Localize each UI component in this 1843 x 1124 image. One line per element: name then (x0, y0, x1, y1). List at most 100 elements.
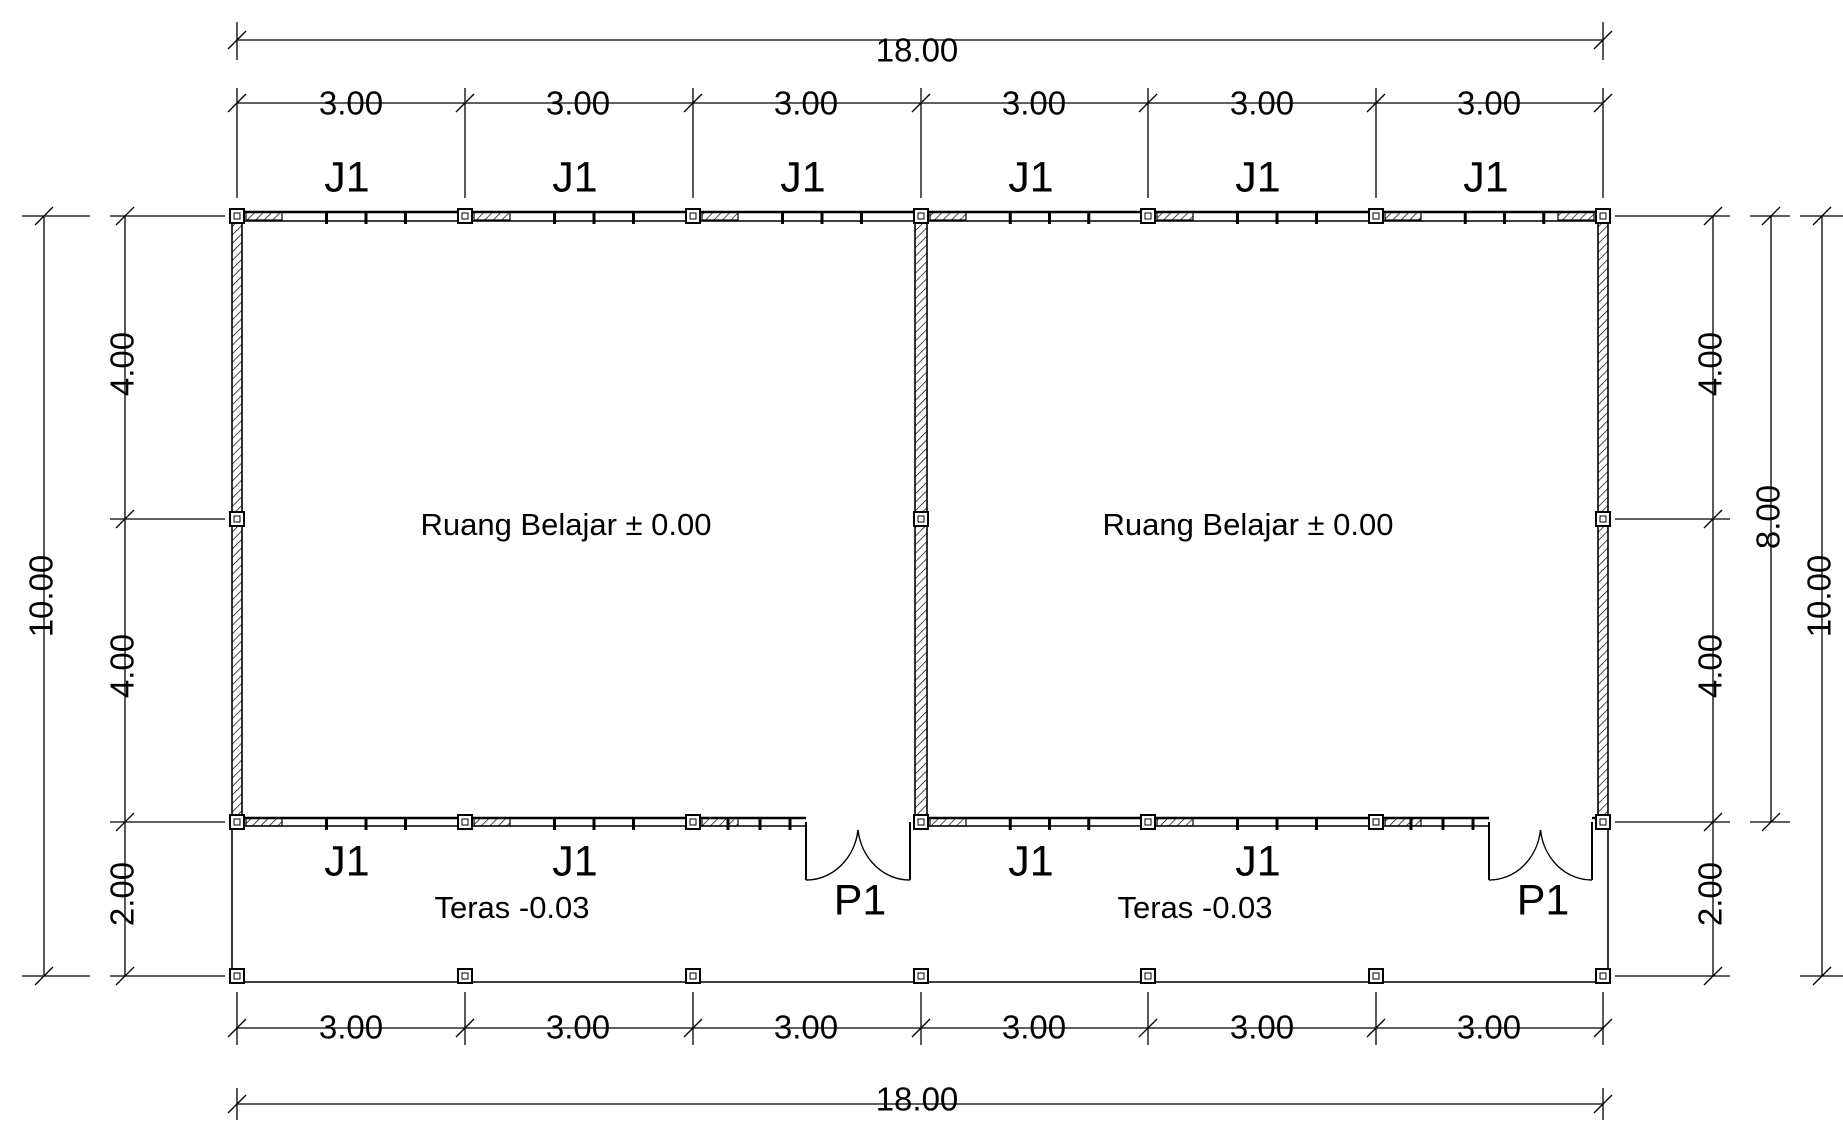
door-swing-arc (1539, 829, 1593, 881)
column-core (1372, 818, 1380, 826)
bottom-segment-dimension: 3.00 (1002, 1009, 1066, 1046)
left-dimension-labels: 10.00 4.00 4.00 2.00 (23, 332, 141, 926)
terrace-label: Teras -0.03 (1117, 890, 1272, 925)
hatched-wall-segment (1557, 211, 1595, 221)
column-core (461, 972, 469, 980)
right-mid-total-dimension: 8.00 (1750, 485, 1787, 549)
column-core (461, 212, 469, 220)
column-core (917, 212, 925, 220)
column-core (1144, 212, 1152, 220)
dimension-tick (1812, 206, 1832, 226)
dimension-tick (1593, 1094, 1613, 1114)
top-segment-dimension: 3.00 (319, 85, 383, 122)
right-segment-dimension: 4.00 (1692, 332, 1729, 396)
dimension-tick (227, 93, 247, 113)
hatched-wall-segment (701, 817, 739, 827)
column-core (1599, 972, 1607, 980)
column-core (233, 818, 241, 826)
window-label: J1 (324, 837, 369, 885)
door-label: P1 (1517, 876, 1570, 924)
bottom-segment-dimension: 3.00 (546, 1009, 610, 1046)
door-swing-arc (857, 829, 911, 881)
dimension-tick (34, 206, 54, 226)
dimension-tick (911, 93, 931, 113)
dimension-tick (1761, 206, 1781, 226)
terrace-labels: Teras -0.03 Teras -0.03 (434, 890, 1272, 925)
dimension-tick (227, 1094, 247, 1114)
dimension-tick (227, 1018, 247, 1038)
window-label: J1 (1235, 837, 1280, 885)
window-label: J1 (1235, 153, 1280, 201)
column-core (917, 972, 925, 980)
column-core (1599, 818, 1607, 826)
dimension-lines (22, 22, 1843, 1120)
column-core (461, 818, 469, 826)
column-core (689, 972, 697, 980)
left-segment-dimension: 4.00 (104, 634, 141, 698)
column-core (689, 212, 697, 220)
dimension-tick (1593, 30, 1613, 50)
dimension-tick (34, 966, 54, 986)
dimension-tick (1138, 93, 1158, 113)
top-segment-dimension: 3.00 (774, 85, 838, 122)
column-core (233, 515, 241, 523)
window-label: J1 (324, 153, 369, 201)
hatched-wall-segment (245, 211, 283, 221)
top-segment-dimension: 3.00 (1002, 85, 1066, 122)
right-segment-dimension: 2.00 (1692, 862, 1729, 926)
column-core (1144, 972, 1152, 980)
door-swing-arc (805, 829, 859, 881)
room-label: Ruang Belajar ± 0.00 (420, 507, 711, 542)
column-core (1372, 972, 1380, 980)
left-segment-dimension: 4.00 (104, 332, 141, 396)
column-core (917, 818, 925, 826)
column-core (1144, 818, 1152, 826)
window-label: J1 (780, 153, 825, 201)
dimension-tick (1366, 1018, 1386, 1038)
dimension-tick (115, 509, 135, 529)
bottom-dimension-labels: 3.00 3.00 3.00 3.00 3.00 3.00 18.00 (319, 1009, 1521, 1118)
hatched-wall-segment (701, 211, 739, 221)
dimension-tick (1703, 966, 1723, 986)
window-label: J1 (1008, 837, 1053, 885)
left-segment-dimension: 2.00 (104, 862, 141, 926)
dimension-tick (1703, 206, 1723, 226)
top-segment-dimension: 3.00 (546, 85, 610, 122)
hatched-wall-segment (473, 211, 511, 221)
dimension-tick (1593, 1018, 1613, 1038)
right-dimension-labels: 4.00 4.00 2.00 8.00 10.00 (1692, 332, 1838, 926)
window-label: J1 (552, 837, 597, 885)
top-dimension-labels: 18.00 3.00 3.00 3.00 3.00 3.00 3.00 (319, 32, 1521, 122)
hatched-wall-segment (245, 817, 283, 827)
dimension-tick (1593, 93, 1613, 113)
dimension-tick (1366, 93, 1386, 113)
room-labels: Ruang Belajar ± 0.00 Ruang Belajar ± 0.0… (420, 507, 1393, 542)
window-label: J1 (552, 153, 597, 201)
window-labels-top: J1 J1 J1 J1 J1 J1 (324, 153, 1508, 201)
dimension-tick (1138, 1018, 1158, 1038)
dimension-tick (1703, 812, 1723, 832)
hatched-wall-segment (1384, 211, 1422, 221)
columns (229, 208, 1611, 984)
hatched-wall-segment (929, 211, 967, 221)
door-label: P1 (834, 876, 887, 924)
dimension-tick (683, 1018, 703, 1038)
top-segment-dimension: 3.00 (1457, 85, 1521, 122)
window-label: J1 (1008, 153, 1053, 201)
column-core (1599, 212, 1607, 220)
window-labels-bottom: J1 J1 J1 J1 (324, 837, 1280, 885)
bottom-total-dimension: 18.00 (876, 1081, 959, 1118)
column-core (1599, 515, 1607, 523)
dimension-tick (455, 93, 475, 113)
hatched-wall-segment (1156, 817, 1194, 827)
column-core (689, 818, 697, 826)
bottom-segment-dimension: 3.00 (774, 1009, 838, 1046)
dimension-tick (455, 1018, 475, 1038)
dimension-tick (227, 30, 247, 50)
dimension-tick (1761, 812, 1781, 832)
door-labels: P1 P1 (834, 876, 1570, 924)
bottom-segment-dimension: 3.00 (1457, 1009, 1521, 1046)
window-label: J1 (1463, 153, 1508, 201)
column-core (917, 515, 925, 523)
